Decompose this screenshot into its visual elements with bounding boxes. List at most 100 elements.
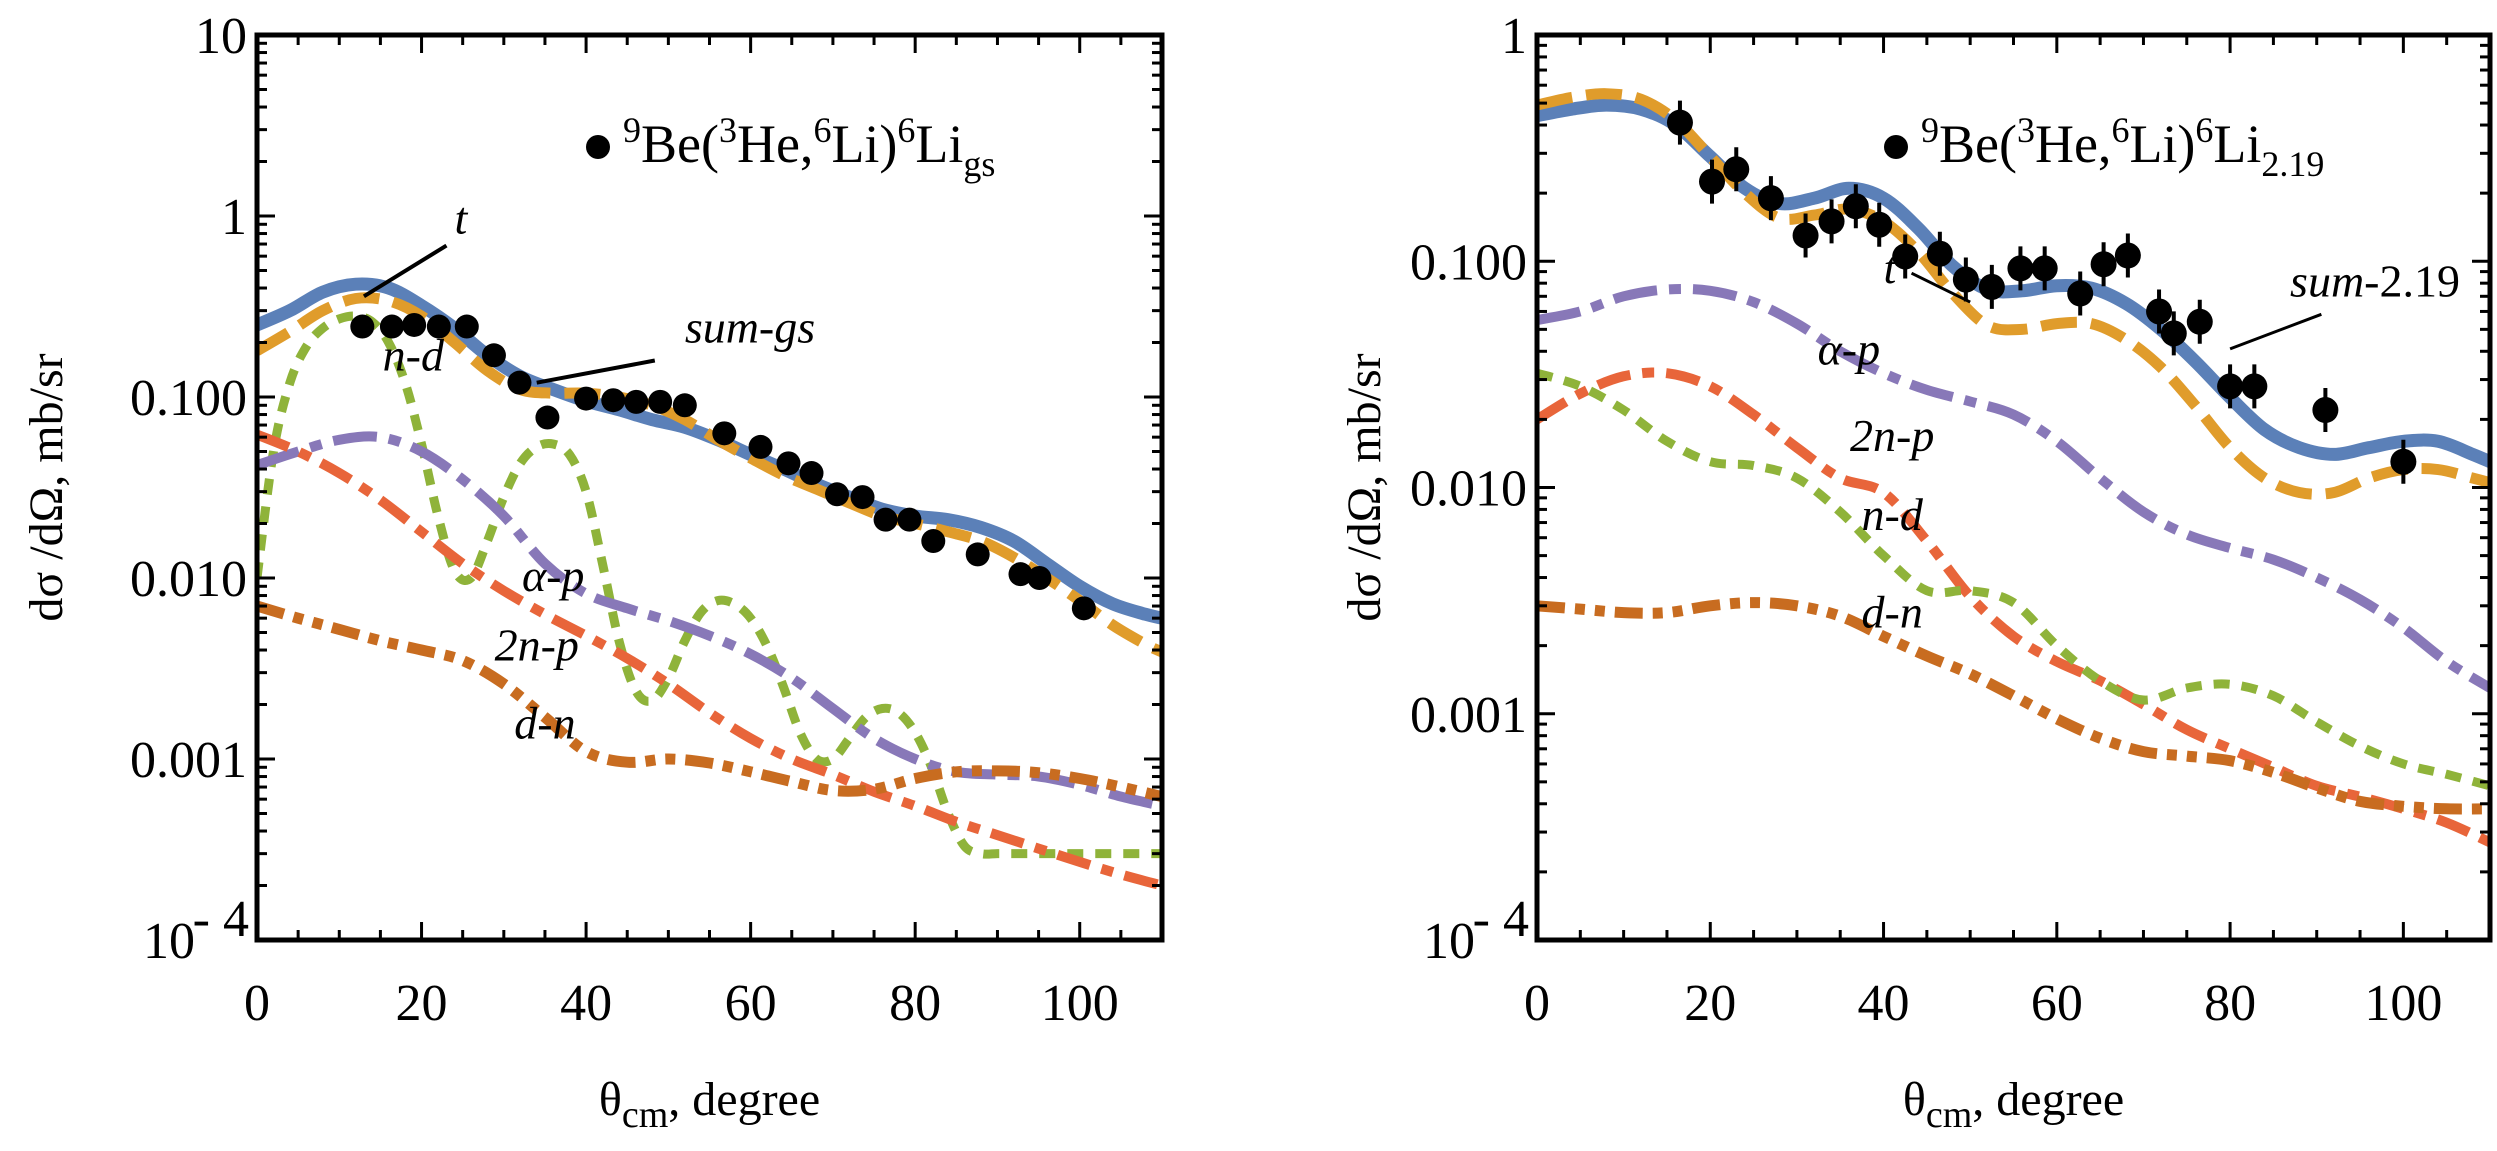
x-tick-label: 80	[2204, 975, 2256, 1032]
legend-text-part: gs	[963, 144, 995, 184]
data-point	[2114, 242, 2141, 269]
legend-label: 9Be(3He,6Li)6Li2.19	[1921, 110, 2324, 184]
annotation-pointer	[362, 243, 448, 299]
data-point	[1892, 243, 1919, 270]
x-ticks	[255, 35, 1164, 940]
data-point	[1926, 240, 1953, 267]
annotation-label: d-n	[1862, 587, 1923, 638]
x-ticks	[1535, 35, 2492, 940]
data-point	[601, 388, 626, 413]
data-point	[1027, 566, 1052, 590]
data-point	[1792, 222, 1819, 249]
data-point	[965, 542, 990, 567]
annotation-label: sum-2.19	[2290, 255, 2460, 306]
data-point	[624, 389, 649, 414]
annotation-label-number: -2.19	[2364, 255, 2460, 306]
series-line-2n-p	[257, 429, 1162, 891]
legend-text-part: Be(	[641, 114, 719, 174]
annotation-label: 2n-p	[1850, 410, 1934, 461]
legend-text-part: 3	[719, 110, 737, 150]
right-chart: 0 20 40 60 80 100 1 0.100 0.010 0.001 10- 4 θcm, de…	[1338, 8, 2493, 1136]
x-tick-label: 40	[560, 975, 612, 1032]
x-tick-label: 100	[1041, 975, 1119, 1032]
annotation-label: 2n-p	[495, 620, 579, 671]
data-point	[1952, 266, 1979, 293]
annotations: t sum-gs n-d α-p 2n-p d-n	[362, 193, 815, 748]
data-point	[2146, 298, 2173, 325]
x-axis-title: θcm, degree	[599, 1073, 820, 1136]
data-point	[2031, 255, 2058, 282]
data-point	[2312, 397, 2339, 424]
legend-text-part: Be(	[1939, 114, 2017, 174]
data-point	[2390, 448, 2417, 475]
data-point	[574, 386, 599, 411]
data-point	[1666, 109, 1693, 136]
legend-text-part: 6	[2111, 110, 2129, 150]
y-ticks	[1537, 43, 2490, 942]
data-point	[1842, 193, 1869, 220]
annotation-pointer	[2229, 312, 2322, 351]
data-points	[1666, 100, 2417, 484]
data-point	[1757, 185, 1784, 212]
y-axis-title: dσ /dΩ, mb/sr	[1338, 353, 1391, 621]
data-point	[873, 507, 898, 532]
annotations: t sum-2.19 α-p 2n-p n-d d-n	[1818, 242, 2460, 638]
annotation-label-italic: sum	[2290, 255, 2364, 306]
series-line-d-n	[257, 600, 1162, 802]
data-point	[507, 370, 532, 395]
data-point	[2186, 308, 2213, 335]
data-point	[1866, 211, 1893, 238]
data-point	[776, 451, 801, 476]
x-tick-label: 0	[244, 975, 270, 1032]
data-point	[2217, 373, 2244, 400]
data-point	[748, 434, 773, 459]
legend-text-part: 6	[813, 110, 831, 150]
data-points	[350, 312, 1096, 621]
annotation-label: t	[1884, 242, 1898, 293]
data-point	[1978, 273, 2005, 300]
x-tick-label: 80	[889, 975, 941, 1032]
y-tick-label: 0.100	[130, 370, 247, 427]
y-axis-title: dσ /dΩ, mb/sr	[20, 353, 73, 621]
data-point	[535, 405, 560, 430]
legend-text-part: He,	[2035, 114, 2111, 174]
y-ticks	[257, 41, 1162, 942]
x-tick-label: 20	[1684, 975, 1736, 1032]
annotation-pointer	[536, 358, 656, 385]
data-point	[2241, 373, 2268, 400]
x-axis-title-subscript: cm	[1926, 1094, 1972, 1136]
legend-text-part: Li	[2213, 114, 2261, 174]
legend: 9Be(3He,6Li)6Li2.19	[1884, 110, 2324, 184]
legend-text-part: Li	[915, 114, 963, 174]
x-axis-title-rest: , degree	[668, 1073, 820, 1126]
annotation-label: sum-gs	[685, 302, 815, 353]
data-point	[481, 343, 506, 368]
legend: 9Be(3He,6Li)6Ligs	[586, 110, 995, 184]
series-line-n-d	[257, 311, 1162, 859]
legend-text-part: 3	[2017, 110, 2035, 150]
x-axis-title-subscript: cm	[622, 1094, 668, 1136]
series-line-n-d	[1537, 368, 2490, 791]
y-tick-label: 0.001	[130, 732, 247, 789]
annotation-label: t	[454, 193, 468, 244]
data-point	[1071, 596, 1096, 621]
data-point	[402, 312, 427, 337]
data-point	[350, 314, 375, 339]
legend-text-part: 6	[897, 110, 915, 150]
curves	[1537, 88, 2490, 847]
data-point	[1008, 562, 1033, 587]
legend-marker	[586, 135, 610, 159]
data-point	[648, 389, 673, 414]
series-line-d-n	[1537, 597, 2490, 815]
legend-text-part: He,	[737, 114, 813, 174]
annotation-label: n-d	[383, 330, 445, 381]
y-tick-label: 0.010	[1410, 461, 1527, 518]
y-tick-label: 0.001	[1410, 687, 1527, 744]
data-point	[1818, 208, 1845, 235]
y-tick-label: 10	[143, 913, 195, 970]
series-line--p	[1537, 283, 2490, 693]
data-point	[825, 482, 850, 507]
data-point	[2090, 251, 2117, 278]
